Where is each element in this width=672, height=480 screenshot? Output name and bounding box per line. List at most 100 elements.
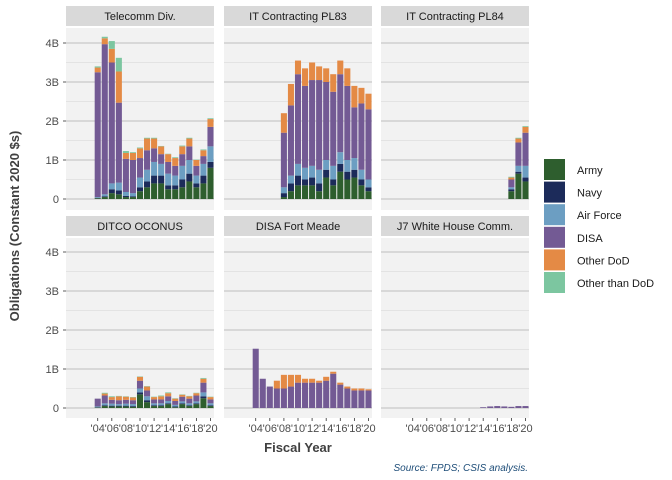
bar-segment-air-force (122, 403, 129, 406)
bar-segment-other-dod (344, 386, 351, 389)
facet-panels: Telecomm Div. 0 1B 2B 3B 4B IT Contracting PL8… (46, 6, 533, 435)
bar-segment-other-dod (330, 371, 337, 374)
bar-segment-army (287, 191, 294, 199)
panel-title: IT Contracting PL83 (249, 11, 347, 23)
bar-segment-other-dod (144, 138, 151, 151)
bar-segment-disa (337, 74, 344, 153)
bar-segment-navy (108, 405, 115, 407)
bar-segment-navy (144, 400, 151, 403)
bar-segment-air-force (101, 403, 108, 406)
bar-segment-army (508, 191, 515, 199)
bar-segment-army (323, 177, 330, 199)
panel-title: DISA Fort Meade (256, 221, 340, 233)
bar-segment-air-force (172, 404, 179, 407)
legend-label: Navy (577, 188, 603, 200)
panel-strip (381, 216, 529, 236)
x-tick-label: '06 (420, 423, 434, 435)
bar-segment-army (129, 406, 136, 408)
bar-segment-navy (309, 177, 316, 186)
bar-segment-disa (129, 160, 136, 194)
bar-segment-navy (186, 173, 193, 182)
bar-segment-navy (207, 161, 214, 168)
x-tick-label: '14 (476, 423, 490, 435)
bar-segment-other-dod (172, 158, 179, 166)
y-tick-label: 0 (53, 403, 59, 415)
bar-segment-other-than-dod (522, 126, 529, 127)
bar-segment-disa (108, 399, 115, 404)
bar-segment-air-force (165, 173, 172, 186)
bar-segment-other-dod (144, 386, 151, 391)
x-tick-label: '06 (105, 423, 119, 435)
bar-segment-other-dod (193, 393, 200, 396)
bar-segment-other-dod (280, 113, 287, 133)
bar-segment-other-dod (158, 396, 165, 400)
bar-segment-disa (302, 382, 309, 408)
bar-segment-other-dod (129, 152, 136, 160)
bar-segment-army (179, 187, 186, 199)
bar-segment-disa (508, 179, 515, 188)
bar-segment-other-dod (136, 148, 144, 159)
bar-segment-army (358, 185, 365, 199)
bar-segment-other-dod (302, 68, 309, 86)
panel-j7-white-house-comm: J7 White House Comm.'04'06'08'10'12'14'1… (381, 216, 533, 435)
bar-segment-navy (294, 175, 302, 186)
bar-segment-disa (323, 82, 330, 160)
bar-segment-disa (115, 102, 122, 183)
bar-segment-navy (165, 185, 172, 190)
bar-segment-other-dod (115, 396, 122, 401)
panel-strip (66, 216, 214, 236)
bar-segment-air-force (151, 403, 158, 406)
bar-segment-navy (508, 189, 515, 192)
bar-segment-air-force (344, 160, 351, 172)
bar-segment-army (207, 406, 214, 408)
bar-segment-air-force (172, 175, 179, 186)
bar-segment-disa (316, 382, 323, 408)
bar-segment-other-dod (122, 152, 129, 159)
bar-segment-navy (108, 189, 115, 194)
bar-segment-air-force (522, 165, 529, 178)
bar-segment-air-force (94, 197, 101, 198)
bar-segment-air-force (108, 183, 115, 190)
bar-segment-other-dod (522, 126, 529, 133)
bar-segment-disa (158, 154, 165, 164)
bar-segment-air-force (179, 401, 186, 404)
x-tick-label: '12 (462, 423, 476, 435)
bar-segment-air-force (136, 388, 144, 393)
bar-segment-disa (252, 348, 259, 408)
bar-segment-navy (122, 195, 129, 198)
legend-swatch (544, 204, 565, 226)
bar-segment-army (351, 177, 358, 199)
bar-segment-air-force (323, 160, 330, 170)
bar-segment-other-dod (136, 376, 144, 381)
bar-segment-navy (186, 405, 193, 407)
bar-segment-army (280, 197, 287, 199)
bar-segment-army (129, 197, 136, 199)
legend-label: Other DoD (577, 255, 630, 267)
bar-segment-disa (287, 105, 294, 176)
bar-segment-army (172, 407, 179, 408)
bar-segment-army (136, 394, 144, 408)
bar-segment-disa (151, 148, 158, 162)
bar-segment-disa (186, 146, 193, 160)
bar-segment-other-dod (280, 374, 287, 389)
bar-segment-other-dod (287, 374, 294, 387)
bar-segment-disa (266, 386, 273, 408)
y-axis-title: Obligations (Constant 2020 $s) (7, 131, 22, 322)
x-tick-label: '08 (277, 423, 291, 435)
legend-swatch (544, 226, 565, 248)
bar-segment-army (302, 185, 309, 199)
panel-plot-area (381, 238, 529, 418)
bar-segment-other-dod (302, 378, 309, 383)
bar-segment-other-dod (200, 150, 207, 157)
bar-segment-navy (515, 171, 522, 174)
bar-segment-other-dod (365, 389, 372, 391)
x-tick-label: '04 (91, 423, 105, 435)
bar-segment-other-dod (172, 398, 179, 401)
bar-segment-navy (101, 196, 108, 198)
bar-segment-army (151, 406, 158, 408)
bar-segment-other-dod (101, 393, 108, 396)
bar-segment-navy (323, 169, 330, 178)
bar-segment-air-force (144, 396, 151, 401)
x-tick-label: '16 (490, 423, 504, 435)
legend-swatch (544, 181, 565, 203)
